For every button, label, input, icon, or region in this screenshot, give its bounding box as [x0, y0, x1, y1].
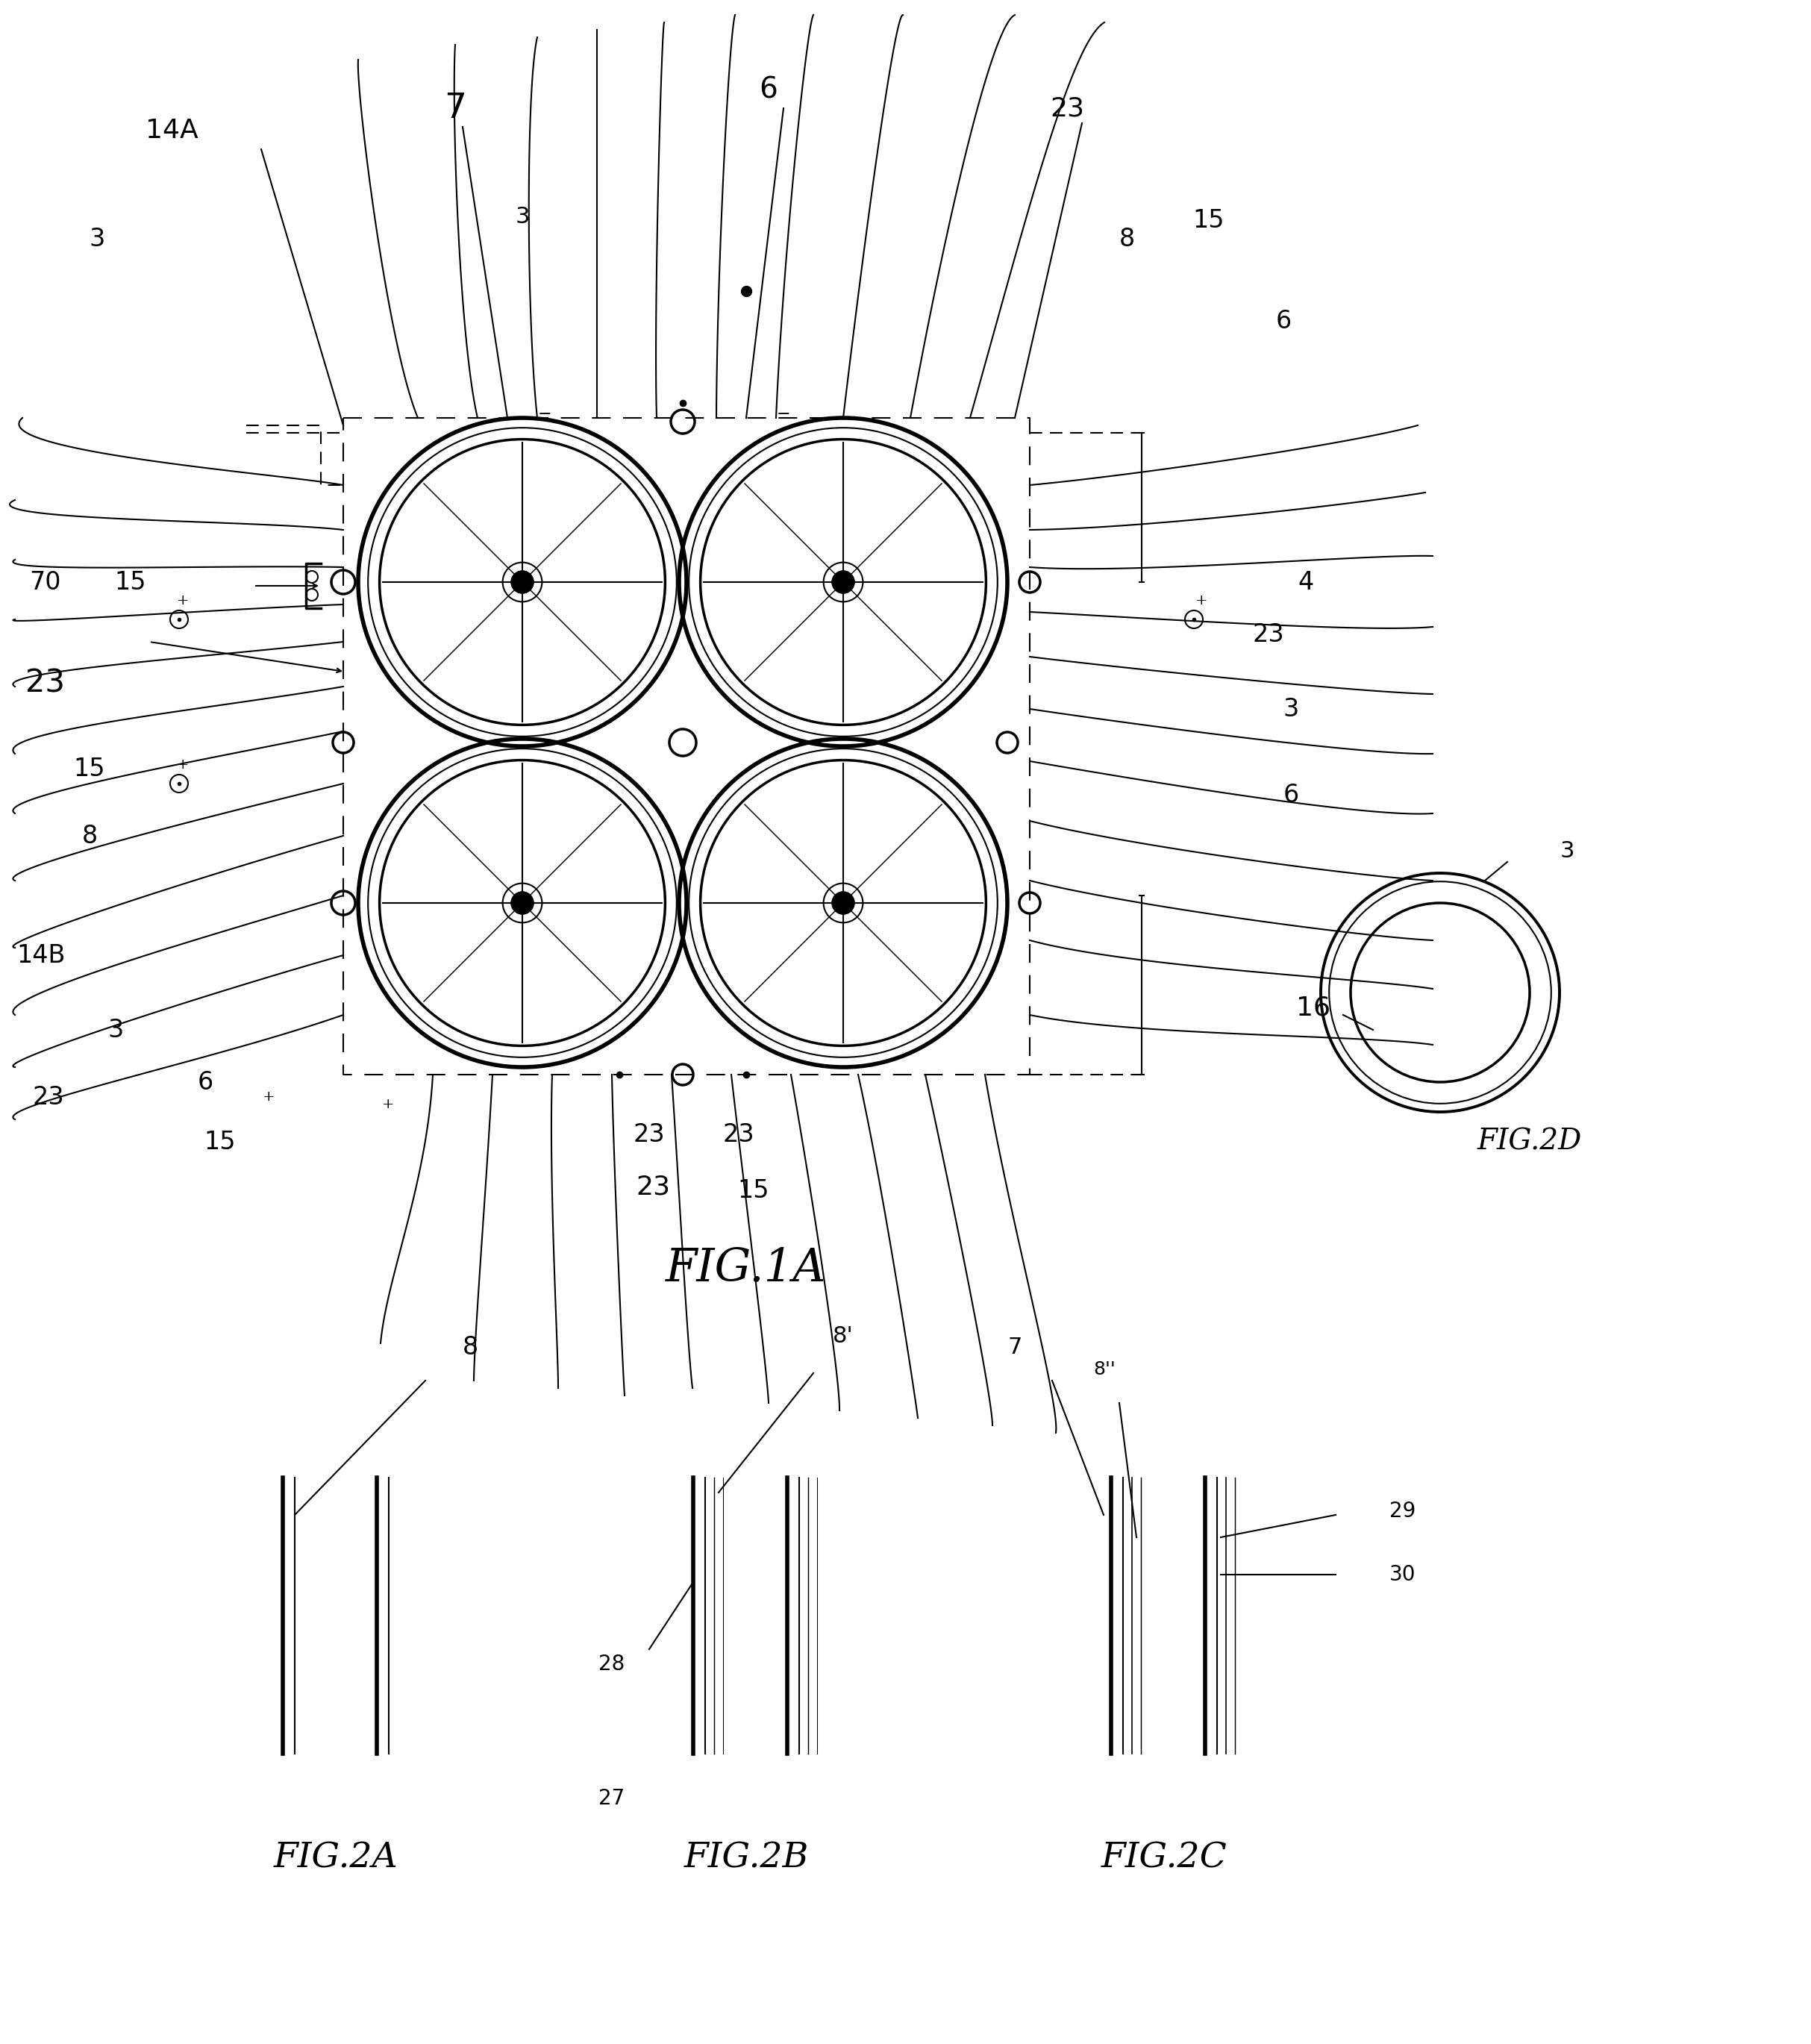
- Text: FIG.2D: FIG.2D: [1478, 1128, 1583, 1155]
- Text: 3: 3: [1559, 840, 1574, 863]
- Circle shape: [511, 570, 534, 593]
- Text: 14B: 14B: [16, 942, 65, 967]
- Text: FIG.2C: FIG.2C: [1101, 1842, 1228, 1874]
- Circle shape: [511, 891, 534, 914]
- Text: 15: 15: [74, 756, 105, 781]
- Text: −: −: [777, 407, 790, 423]
- Text: 27: 27: [599, 1788, 625, 1809]
- Text: 6: 6: [197, 1069, 214, 1094]
- Text: 23: 23: [25, 666, 65, 699]
- Text: 23: 23: [1050, 96, 1085, 121]
- Text: 6: 6: [1275, 309, 1291, 333]
- Text: 3: 3: [1282, 697, 1298, 722]
- Text: 4: 4: [1298, 570, 1313, 595]
- Text: 23: 23: [1253, 621, 1284, 646]
- Circle shape: [831, 891, 855, 914]
- Text: 70: 70: [29, 570, 60, 595]
- Text: 8: 8: [1119, 227, 1135, 251]
- Text: 8': 8': [833, 1325, 853, 1347]
- Text: 3: 3: [107, 1018, 123, 1042]
- Text: 8: 8: [462, 1335, 478, 1359]
- Text: 16: 16: [1297, 995, 1331, 1020]
- Text: +: +: [1195, 595, 1208, 607]
- Text: 15: 15: [205, 1130, 235, 1155]
- Text: +: +: [382, 1098, 395, 1112]
- Text: FIG.2A: FIG.2A: [273, 1842, 398, 1874]
- Text: +: +: [263, 1089, 275, 1104]
- Text: 23: 23: [723, 1122, 755, 1147]
- Text: 6: 6: [759, 76, 779, 104]
- Text: 15: 15: [737, 1177, 770, 1202]
- Text: 3: 3: [514, 206, 529, 227]
- Text: 14A: 14A: [145, 119, 197, 143]
- Text: 28: 28: [599, 1654, 625, 1674]
- Text: 7: 7: [444, 92, 467, 125]
- Text: 7: 7: [1007, 1337, 1021, 1357]
- Text: 8: 8: [81, 824, 98, 848]
- Text: +: +: [177, 595, 188, 607]
- Text: −: −: [538, 407, 552, 423]
- Text: 6: 6: [1282, 783, 1298, 807]
- Text: 8'': 8'': [1094, 1361, 1116, 1378]
- Text: +: +: [177, 758, 188, 773]
- Text: FIG.2B: FIG.2B: [685, 1842, 810, 1874]
- Text: 30: 30: [1389, 1564, 1416, 1584]
- Text: 15: 15: [114, 570, 147, 595]
- Text: 15: 15: [1193, 208, 1224, 233]
- Text: 29: 29: [1389, 1500, 1416, 1521]
- Text: 3: 3: [89, 227, 105, 251]
- Circle shape: [831, 570, 855, 593]
- Text: 23: 23: [636, 1173, 670, 1200]
- Text: FIG.1A: FIG.1A: [666, 1247, 826, 1292]
- Text: 23: 23: [634, 1122, 665, 1147]
- Text: 23: 23: [33, 1085, 65, 1110]
